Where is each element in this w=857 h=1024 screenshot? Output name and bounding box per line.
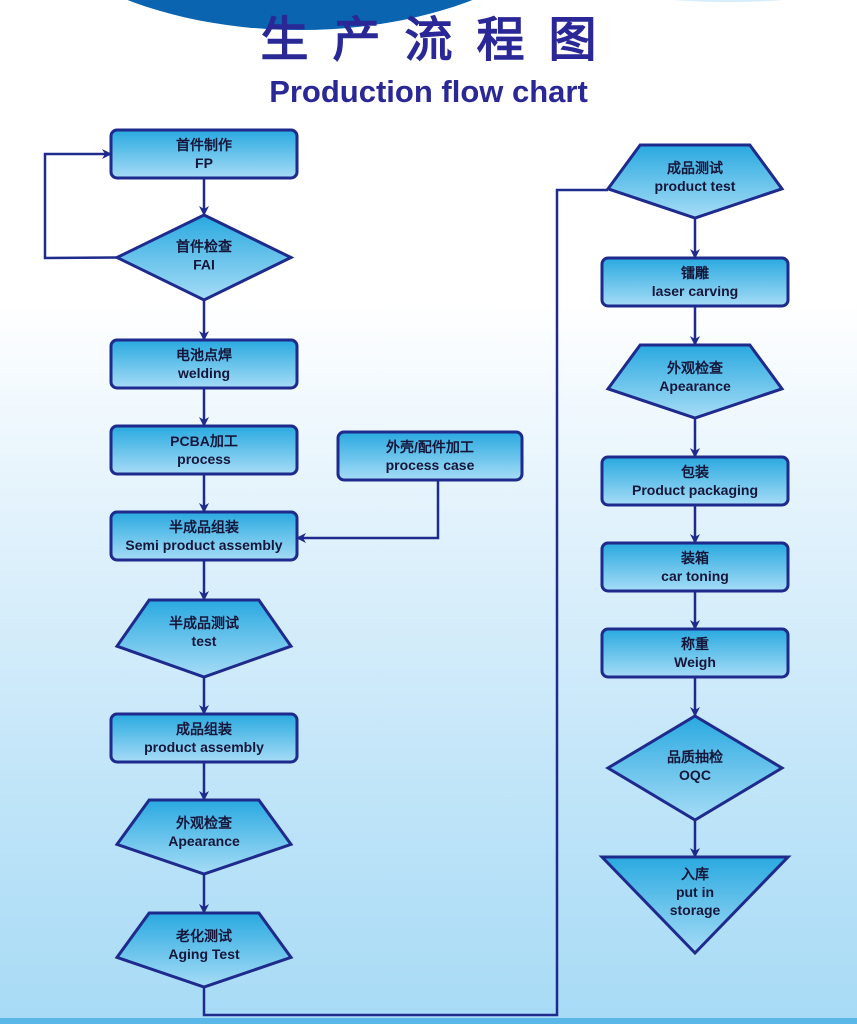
node-label-en: Apearance xyxy=(659,378,731,394)
decorative-arc-right xyxy=(600,0,857,2)
node-ptest: 成品测试 product test xyxy=(605,143,785,220)
node-label-cn: 包装 xyxy=(681,464,710,480)
node-label-cn: 品质抽检 xyxy=(667,749,723,765)
node-label-en: Apearance xyxy=(168,833,240,849)
node-label-en: Product packaging xyxy=(632,482,758,498)
edge-case-to-semi xyxy=(296,480,440,543)
node-label-cn: PCBA加工 xyxy=(170,433,238,449)
node-label-cn: 半成品组装 xyxy=(169,519,240,535)
pentagon-shape xyxy=(605,343,785,420)
node-label-en: put in xyxy=(676,884,714,900)
node-label-en: test xyxy=(192,633,217,649)
node-label-en: process case xyxy=(386,457,475,473)
node-fp: 首件制作 FP xyxy=(109,128,299,180)
node-label-en: Weigh xyxy=(674,654,716,670)
node-label-cn: 入库 xyxy=(681,866,709,882)
node-label-cn: 成品组装 xyxy=(176,721,233,737)
node-oqc: 品质抽检 OQC xyxy=(605,714,785,822)
node-welding: 电池点焊 welding xyxy=(109,338,299,390)
rect-shape xyxy=(600,455,790,507)
diamond-shape xyxy=(605,714,785,822)
node-label-cn: 电池点焊 xyxy=(176,347,232,363)
pentagon-shape xyxy=(114,598,294,679)
node-label-cn: 首件制作 xyxy=(176,137,232,153)
node-appear1: 外观检查 Apearance xyxy=(114,798,294,876)
bottom-strip xyxy=(0,1018,857,1024)
pentagon-shape xyxy=(114,798,294,876)
node-label-cn: 镭雕 xyxy=(681,265,709,281)
node-fai: 首件检查 FAI xyxy=(113,213,295,302)
triangle-shape xyxy=(598,855,792,956)
node-semi: 半成品组装 Semi product assembly xyxy=(109,510,299,562)
rect-shape xyxy=(109,338,299,390)
title-chinese: 生产流程图 xyxy=(260,12,621,68)
rect-shape xyxy=(109,128,299,180)
node-assembly: 成品组装 product assembly xyxy=(109,712,299,764)
node-packaging: 包装 Product packaging xyxy=(600,455,790,507)
node-label-en: car toning xyxy=(661,568,729,584)
node-label-en: product test xyxy=(655,178,736,194)
node-label-cn: 称重 xyxy=(681,636,709,652)
node-label-en: product assembly xyxy=(144,739,264,755)
node-carton: 装箱 car toning xyxy=(600,541,790,593)
node-label-cn: 成品测试 xyxy=(667,160,723,176)
node-label-cn: 外壳/配件加工 xyxy=(386,439,474,455)
edge-fai-to-fp xyxy=(43,149,118,260)
rect-shape xyxy=(109,510,299,562)
diamond-shape xyxy=(113,213,295,302)
pentagon-shape xyxy=(605,143,785,220)
rect-shape xyxy=(336,430,524,482)
node-weigh: 称重 Weigh xyxy=(600,627,790,679)
pentagon-shape xyxy=(114,911,294,989)
node-label-en: process xyxy=(177,451,231,467)
node-label-en: welding xyxy=(177,365,230,381)
node-label-en: OQC xyxy=(679,767,711,783)
node-label-en: Semi product assembly xyxy=(125,537,282,553)
title-english: Production flow chart xyxy=(269,74,588,109)
node-aging: 老化测试 Aging Test xyxy=(114,911,294,989)
node-semitest: 半成品测试 test xyxy=(114,598,294,679)
node-storage: 入库 put in storage xyxy=(598,855,792,956)
node-label-cn: 首件检查 xyxy=(176,239,233,255)
node-appear2: 外观检查 Apearance xyxy=(605,343,785,420)
node-label-en: storage xyxy=(670,902,721,918)
node-label-en: Aging Test xyxy=(168,946,240,962)
node-label-cn: 外观检查 xyxy=(667,360,724,376)
rect-shape xyxy=(600,627,790,679)
node-pcba: PCBA加工 process xyxy=(109,424,299,476)
rect-shape xyxy=(109,424,299,476)
node-laser: 镭雕 laser carving xyxy=(600,256,790,308)
node-label-en: FAI xyxy=(193,257,215,273)
node-label-cn: 半成品测试 xyxy=(169,615,239,631)
node-label-cn: 老化测试 xyxy=(176,928,232,944)
rect-shape xyxy=(600,541,790,593)
rect-shape xyxy=(600,256,790,308)
node-label-cn: 装箱 xyxy=(680,550,709,566)
node-label-en: FP xyxy=(195,155,213,171)
node-label-cn: 外观检查 xyxy=(176,815,233,831)
node-case: 外壳/配件加工 process case xyxy=(336,430,524,482)
rect-shape xyxy=(109,712,299,764)
edge-aging-to-ptest xyxy=(202,188,608,1017)
node-label-en: laser carving xyxy=(652,283,738,299)
